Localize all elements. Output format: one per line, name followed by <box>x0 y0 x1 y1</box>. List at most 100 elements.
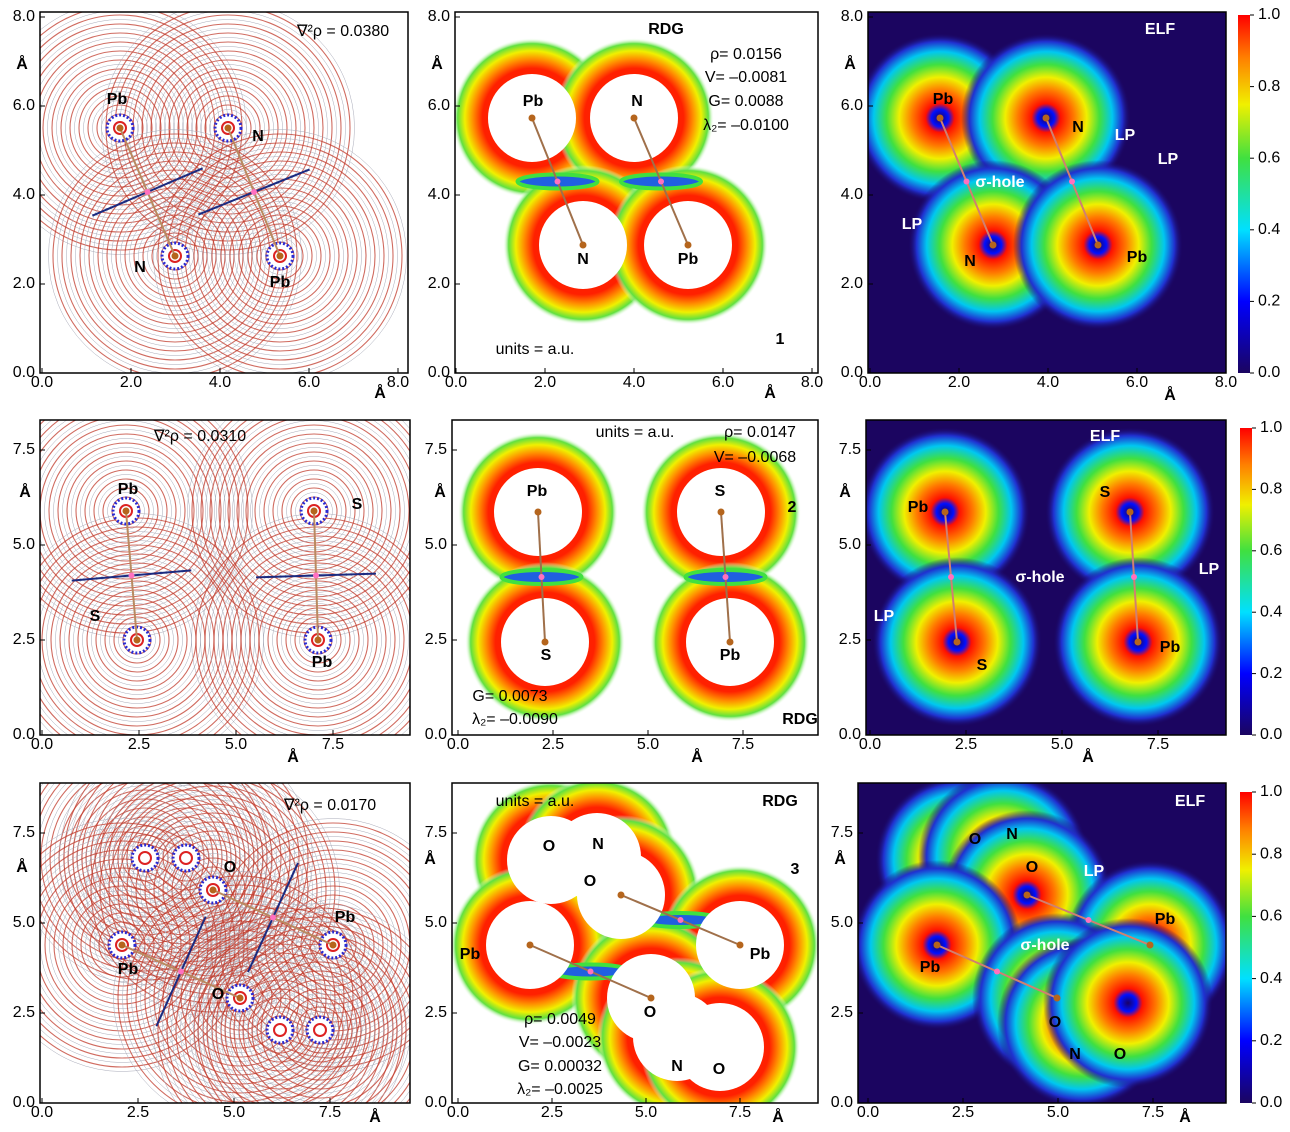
atom-label: Pb <box>750 946 771 963</box>
atom-label: Pb <box>1127 249 1148 266</box>
annotation: LP <box>874 608 895 625</box>
x-tick-label: 7.5 <box>732 736 754 753</box>
atom-dot <box>990 242 997 249</box>
parameter: G= 0.0073 <box>472 688 547 705</box>
x-tick-label: 5.0 <box>223 1104 245 1121</box>
critical-point <box>723 574 729 580</box>
x-tick-label: 6.0 <box>298 374 320 391</box>
atom-dot <box>527 942 534 949</box>
atom-label: N <box>134 259 146 276</box>
x-tick-label: 7.5 <box>1142 1104 1164 1121</box>
parameter: V= –0.0068 <box>714 449 796 466</box>
complex-number: 2 <box>788 499 797 516</box>
x-tick-label: 0.0 <box>859 374 881 391</box>
x-tick-label: 6.0 <box>1126 374 1148 391</box>
panel-title: ELF <box>1175 793 1205 810</box>
x-tick-label: 0.0 <box>31 736 53 753</box>
atom-label: S <box>715 483 726 500</box>
x-tick-label: 0.0 <box>447 736 469 753</box>
y-tick-label: 5.0 <box>425 536 447 553</box>
colorbar-label: 0.0 <box>1258 364 1280 381</box>
colorbar-label: 0.4 <box>1260 603 1282 620</box>
parameter: G= 0.0088 <box>708 93 783 110</box>
x-tick-label: 7.5 <box>322 736 344 753</box>
atom-label: N <box>577 251 589 268</box>
atom-label: Pb <box>908 499 929 516</box>
colorbar-label: 0.2 <box>1258 293 1280 310</box>
panel-title: RDG <box>648 21 684 38</box>
atom-label: O <box>543 838 555 855</box>
atom-label: Pb <box>335 909 356 926</box>
y-axis-label: Å <box>16 857 28 876</box>
atom-dot <box>315 637 322 644</box>
atom-dot <box>727 639 734 646</box>
y-tick-label: 7.5 <box>425 441 447 458</box>
atom-dot <box>117 125 124 132</box>
annotation: σ-hole <box>1020 937 1069 954</box>
x-tick-label: 0.0 <box>31 1104 53 1121</box>
atom-label: N <box>671 1058 683 1075</box>
atom-label: N <box>252 128 264 145</box>
colorbar-label: 0.6 <box>1260 542 1282 559</box>
y-tick-label: 0.0 <box>831 1094 853 1111</box>
atom-label: Pb <box>118 961 139 978</box>
atom-label: O <box>1049 1014 1061 1031</box>
y-tick-label: 5.0 <box>425 914 447 931</box>
colorbar-label: 1.0 <box>1260 419 1282 436</box>
parameter: G= 0.00032 <box>518 1058 602 1075</box>
atom-dot <box>1024 892 1031 899</box>
y-tick-label: 2.5 <box>831 1004 853 1021</box>
x-tick-label: 2.0 <box>534 374 556 391</box>
atom-dot <box>718 509 725 516</box>
atom-label: O <box>1114 1046 1126 1063</box>
annotation: σ-hole <box>975 174 1024 191</box>
critical-point <box>1086 917 1092 923</box>
parameter: λ₂= –0.0025 <box>517 1081 603 1098</box>
atom-label: N <box>631 93 643 110</box>
critical-point <box>658 179 664 185</box>
atom-label: S <box>1100 484 1111 501</box>
colorbar-label: 0.2 <box>1260 1032 1282 1049</box>
x-tick-label: 0.0 <box>859 736 881 753</box>
x-tick-label: 4.0 <box>1037 374 1059 391</box>
x-tick-label: 4.0 <box>209 374 231 391</box>
atom-label: Pb <box>1155 911 1176 928</box>
annotation: LP <box>1158 151 1179 168</box>
y-axis-label: Å <box>839 482 851 501</box>
colorbar-label: 0.2 <box>1260 665 1282 682</box>
atom-dot <box>311 508 318 515</box>
atom-label: Pb <box>118 481 139 498</box>
atom-label: Pb <box>933 91 954 108</box>
atom-dot <box>172 253 179 260</box>
x-tick-label: 5.0 <box>1047 1104 1069 1121</box>
parameter: ρ= 0.0156 <box>710 46 782 63</box>
x-tick-label: 0.0 <box>857 1104 879 1121</box>
x-tick-label: 7.5 <box>729 1104 751 1121</box>
core-neg <box>173 845 199 871</box>
critical-point <box>313 573 319 579</box>
critical-point <box>129 573 135 579</box>
x-tick-label: 4.0 <box>623 374 645 391</box>
atom-dot <box>123 508 130 515</box>
colorbar-label: 0.8 <box>1258 78 1280 95</box>
page: 0.02.04.06.08.00.02.04.06.08.0ÅÅPbNNPb∇²… <box>0 0 1290 1132</box>
complex-number: 1 <box>776 331 785 348</box>
units-note: units = a.u. <box>496 341 575 358</box>
x-axis-label: Å <box>287 747 299 766</box>
atom-dot <box>937 115 944 122</box>
y-tick-label: 5.0 <box>13 914 35 931</box>
y-tick-label: 2.5 <box>839 631 861 648</box>
atom-label: O <box>224 859 236 876</box>
y-tick-label: 0.0 <box>839 726 861 743</box>
y-tick-label: 7.5 <box>425 824 447 841</box>
colorbar-label: 0.8 <box>1260 845 1282 862</box>
y-tick-label: 5.0 <box>839 536 861 553</box>
atom-label: Pb <box>270 274 291 291</box>
y-axis-label: Å <box>834 849 846 868</box>
x-tick-label: 8.0 <box>1215 374 1237 391</box>
y-tick-label: 8.0 <box>841 8 863 25</box>
x-axis-label: Å <box>369 1107 381 1126</box>
atom-label: O <box>713 1061 725 1078</box>
atom-dot <box>134 637 141 644</box>
parameter: ρ= 0.0049 <box>524 1011 596 1028</box>
